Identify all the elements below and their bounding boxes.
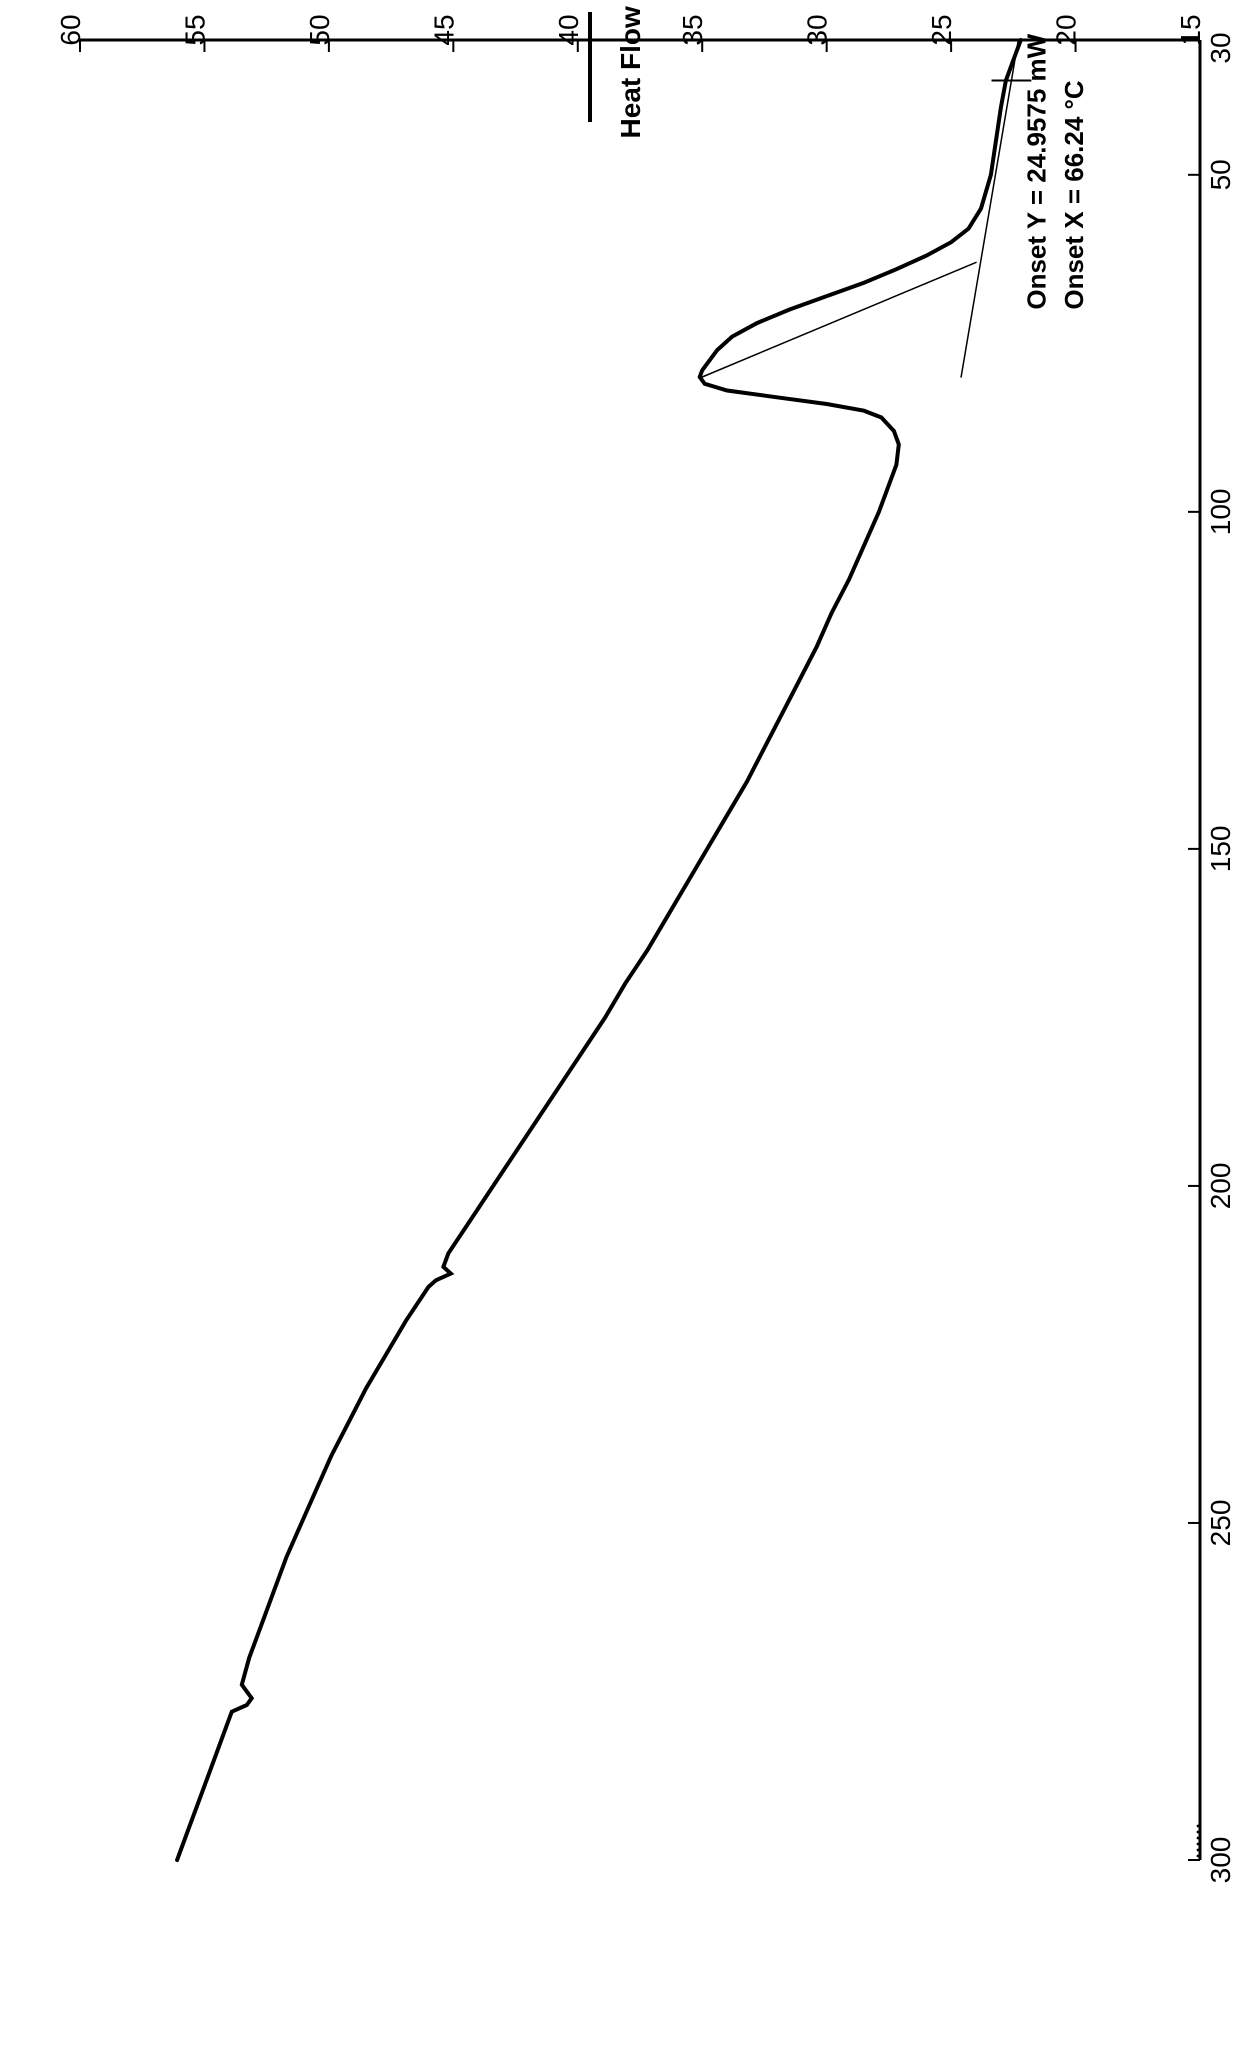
- ytick-60: 60: [55, 14, 86, 45]
- xtick-100: 100: [1205, 488, 1236, 535]
- ytick-55: 55: [179, 14, 210, 45]
- xtick-250: 250: [1205, 1500, 1236, 1547]
- onset-tangent-rise: [702, 262, 976, 377]
- ytick-50: 50: [304, 14, 335, 45]
- xtick-200: 200: [1205, 1163, 1236, 1210]
- ytick-35: 35: [677, 14, 708, 45]
- xtick-50: 50: [1205, 159, 1236, 190]
- y-axis-label: Heat Flow Endo Up (mW): [615, 0, 646, 138]
- ytick-20: 20: [1051, 14, 1082, 45]
- chart-svg: 15 20 25 30 35 40 45 50 55 60 50 100 150 200 250 300 30 H…: [0, 0, 1240, 2064]
- heat-flow-curve: [177, 40, 1021, 1860]
- xtick-300: 300: [1205, 1837, 1236, 1884]
- ytick-40: 40: [553, 14, 584, 45]
- xtick-30: 30: [1205, 32, 1236, 63]
- annotation-x_label: Onset X = 66.24 °C: [1059, 80, 1089, 310]
- onset-tangent-baseline: [961, 40, 1018, 377]
- ytick-25: 25: [926, 14, 957, 45]
- ytick-30: 30: [802, 14, 833, 45]
- ytick-45: 45: [428, 14, 459, 45]
- dsc-chart: 15 20 25 30 35 40 45 50 55 60 50 100 150 200 250 300 30 H…: [0, 0, 1240, 2064]
- xtick-150: 150: [1205, 826, 1236, 873]
- ytick-15: 15: [1175, 14, 1206, 45]
- annotation-y_label: Onset Y = 24.9575 mW: [1022, 33, 1052, 309]
